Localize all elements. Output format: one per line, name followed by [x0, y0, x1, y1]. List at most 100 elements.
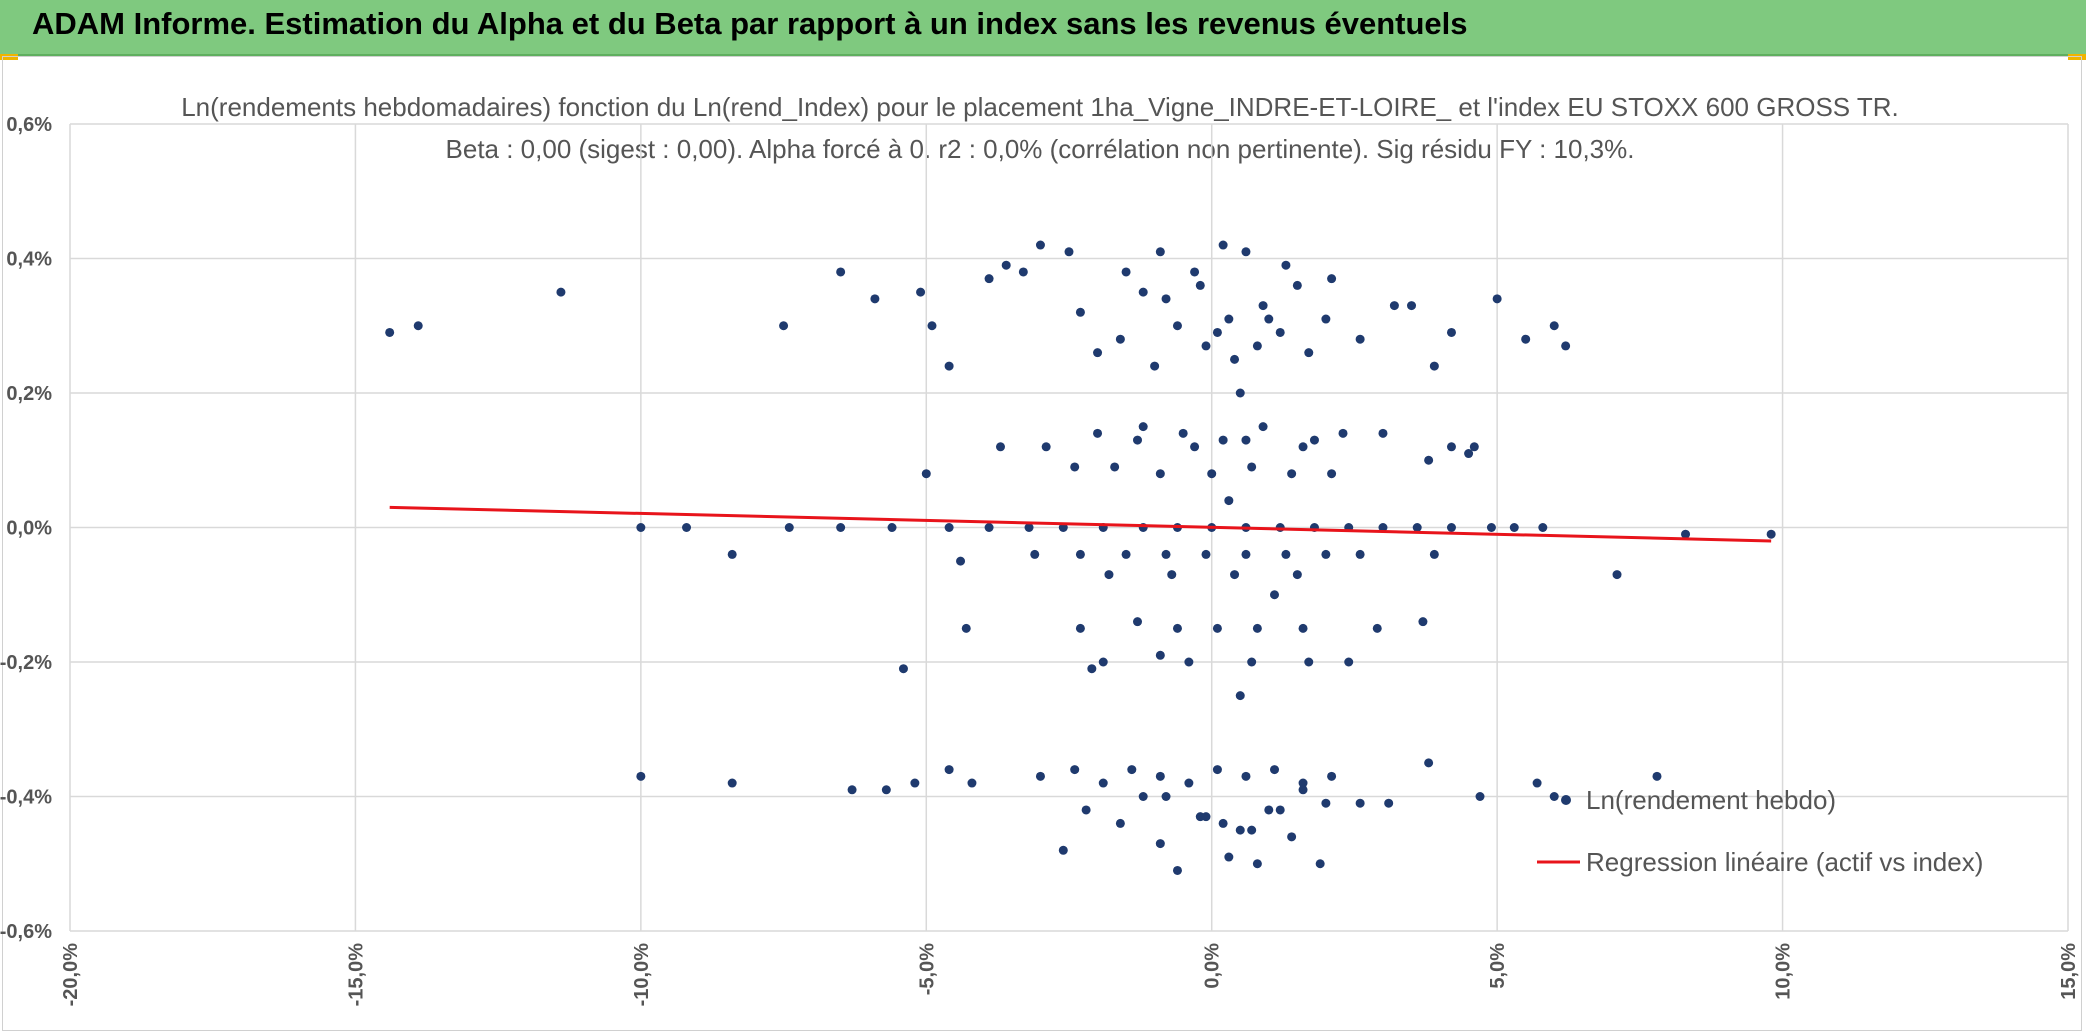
data-point: [1292, 280, 1302, 290]
data-point: [1081, 805, 1091, 815]
data-point: [1612, 570, 1622, 580]
data-point: [1201, 549, 1211, 559]
data-point: [1264, 314, 1274, 324]
y-tick-label: 0,4%: [6, 249, 52, 271]
data-point: [898, 664, 908, 674]
regression-line-group: [389, 505, 1772, 543]
data-point: [910, 778, 920, 788]
data-point: [1172, 321, 1182, 331]
data-point: [916, 287, 926, 297]
legend-marker-points: [1561, 795, 1571, 805]
data-point: [1190, 267, 1200, 277]
data-point: [1258, 422, 1268, 432]
data-point: [1064, 247, 1074, 257]
data-point: [1218, 818, 1228, 828]
data-point: [1155, 469, 1165, 479]
data-point: [1207, 469, 1217, 479]
data-point: [1298, 442, 1308, 452]
data-point: [1138, 287, 1148, 297]
data-point: [1309, 435, 1319, 445]
data-point: [1270, 590, 1280, 600]
data-point: [1252, 623, 1262, 633]
data-point: [967, 778, 977, 788]
data-point: [1389, 301, 1399, 311]
data-point: [1230, 354, 1240, 364]
legend: Ln(rendement hebdo) Regression linéaire …: [1537, 785, 1983, 877]
data-point: [927, 321, 937, 331]
corner-marker-left: [0, 54, 18, 60]
data-point: [1161, 294, 1171, 304]
data-point: [1093, 428, 1103, 438]
data-point: [1327, 469, 1337, 479]
data-points: [385, 240, 1776, 875]
data-point: [1218, 435, 1228, 445]
data-point: [847, 785, 857, 795]
data-point: [1184, 657, 1194, 667]
data-point: [1561, 341, 1571, 351]
data-point: [944, 765, 954, 775]
data-point: [1241, 549, 1251, 559]
chart-title-line2: Beta : 0,00 (sigest : 0,00). Alpha forcé…: [446, 134, 1635, 164]
data-point: [1424, 455, 1434, 465]
data-point: [1327, 274, 1337, 284]
corner-marker-right: [2068, 54, 2086, 60]
data-point: [1281, 260, 1291, 270]
header-bar: ADAM Informe. Estimation du Alpha et du …: [0, 0, 2086, 56]
y-tick-label: -0,6%: [0, 921, 52, 943]
data-point: [1035, 240, 1045, 250]
data-point: [984, 523, 994, 532]
data-point: [1155, 247, 1165, 257]
data-point: [944, 361, 954, 371]
data-point: [1224, 852, 1234, 862]
data-point: [1058, 845, 1068, 855]
data-point: [1115, 334, 1125, 344]
x-tick-label: -20,0%: [60, 943, 82, 1007]
data-point: [1212, 765, 1222, 775]
data-point: [1327, 771, 1337, 781]
data-point: [1304, 348, 1314, 358]
data-point: [636, 771, 646, 781]
x-tick-label: -5,0%: [916, 943, 938, 995]
data-point: [836, 523, 846, 532]
data-point: [961, 623, 971, 633]
y-tick-label: -0,2%: [0, 652, 52, 674]
data-point: [1138, 422, 1148, 432]
data-point: [1184, 778, 1194, 788]
data-point: [870, 294, 880, 304]
data-point: [1167, 570, 1177, 580]
data-point: [1407, 301, 1417, 311]
data-point: [682, 523, 692, 532]
data-point: [1212, 623, 1222, 633]
data-point: [1024, 523, 1034, 532]
data-point: [1235, 691, 1245, 701]
data-point: [1281, 549, 1291, 559]
data-point: [1018, 267, 1028, 277]
data-point: [1127, 765, 1137, 775]
y-tick-label: 0,0%: [6, 518, 52, 540]
data-point: [1292, 570, 1302, 580]
data-point: [727, 778, 737, 788]
y-tick-label: 0,6%: [6, 114, 52, 136]
data-point: [1275, 327, 1285, 337]
data-point: [1486, 523, 1496, 532]
data-point: [1321, 798, 1331, 808]
data-point: [1521, 334, 1531, 344]
data-point: [1070, 462, 1080, 472]
data-point: [1155, 839, 1165, 849]
data-point: [944, 523, 954, 532]
data-point: [1070, 765, 1080, 775]
data-point: [887, 523, 897, 532]
data-point: [1224, 314, 1234, 324]
data-point: [1121, 267, 1131, 277]
data-point: [1766, 529, 1776, 539]
data-point: [1235, 388, 1245, 398]
chart-frame: [2, 56, 2082, 1031]
data-point: [1155, 771, 1165, 781]
data-point: [1372, 623, 1382, 633]
data-point: [1298, 778, 1308, 788]
data-point: [1201, 812, 1211, 822]
x-tick-label: -15,0%: [345, 943, 367, 1007]
data-point: [1075, 549, 1085, 559]
data-point: [1115, 818, 1125, 828]
data-point: [1321, 314, 1331, 324]
